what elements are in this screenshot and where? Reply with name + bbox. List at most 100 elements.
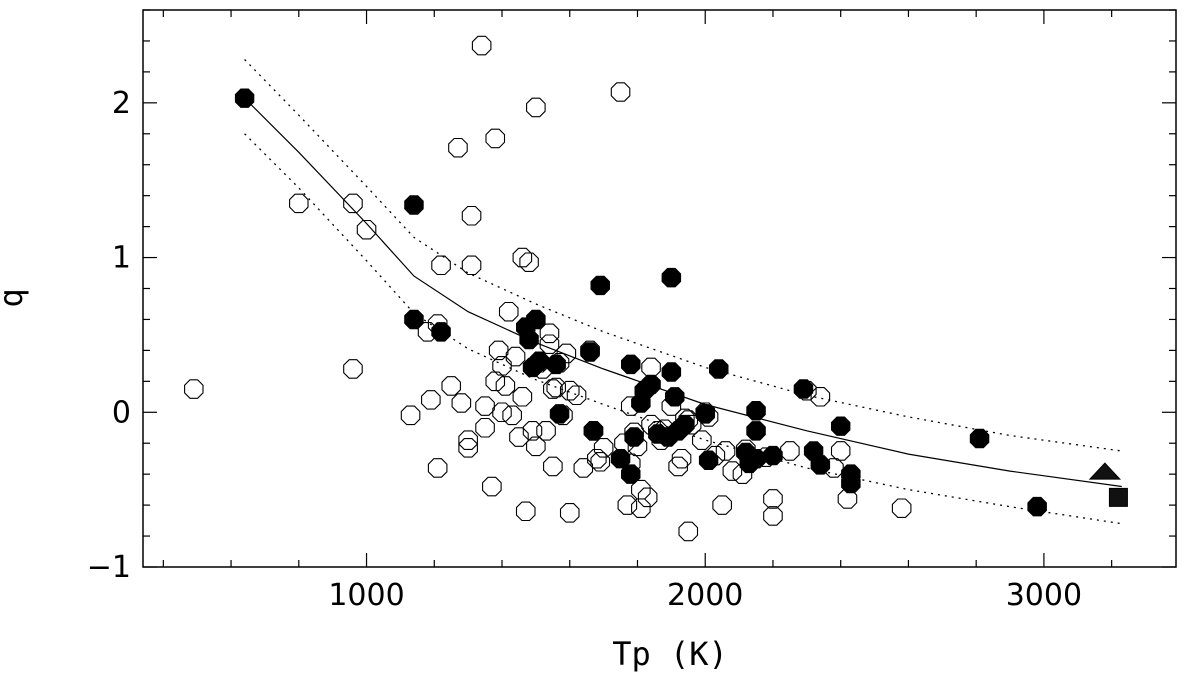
open-octagon-point xyxy=(631,498,651,518)
filled-octagon-point xyxy=(610,449,631,469)
filled-octagon-point xyxy=(621,354,641,375)
open-octagon-point xyxy=(356,219,377,240)
open-octagon-point xyxy=(475,396,495,416)
open-octagon-point xyxy=(830,441,851,461)
x-tick-label: 1000 xyxy=(328,578,404,613)
open-octagon-point xyxy=(492,356,512,376)
open-octagon-point xyxy=(617,495,638,515)
open-octagon-point xyxy=(421,390,441,410)
filled-octagon-point xyxy=(661,267,682,288)
open-octagon-point xyxy=(692,430,712,450)
filled-square-point xyxy=(1108,487,1128,507)
filled-octagon-point xyxy=(665,387,685,407)
filled-octagon-point xyxy=(621,464,641,484)
filled-octagon-point xyxy=(746,449,766,469)
fit-band-upper xyxy=(244,59,1122,452)
open-octagon-point xyxy=(573,458,594,478)
x-axis-label: Tp (K) xyxy=(612,635,728,673)
filled-octagon-point xyxy=(583,421,604,441)
open-octagon-point xyxy=(343,359,363,379)
filled-octagon-point xyxy=(549,404,570,424)
filled-octagon-point xyxy=(831,416,851,436)
open-octagon-point xyxy=(671,448,692,469)
open-octagon-point xyxy=(509,427,529,447)
open-octagon-point xyxy=(668,456,688,477)
open-octagon-point xyxy=(763,489,783,509)
open-octagon-point xyxy=(539,323,560,344)
open-octagon-point xyxy=(400,405,421,426)
filled-octagon-point xyxy=(431,322,451,342)
open-octagon-point xyxy=(556,343,577,364)
open-octagon-point xyxy=(492,402,512,423)
open-octagon-point xyxy=(515,501,536,522)
open-octagon-point xyxy=(485,128,506,149)
open-octagon-point xyxy=(495,376,516,396)
filled-triangle-point xyxy=(1088,462,1122,480)
fit-line xyxy=(244,97,1122,488)
y-tick-label: 2 xyxy=(112,86,131,121)
open-octagon-point xyxy=(512,247,533,268)
filled-octagon-point xyxy=(709,359,729,379)
axis-ticks: 1000 2000 3000 −1 0 1 2 xyxy=(87,9,1176,613)
filled-octagon-point xyxy=(763,445,783,466)
open-octagon-point xyxy=(184,379,204,399)
open-octagon-point xyxy=(289,193,309,214)
filled-octagon-point xyxy=(546,354,566,375)
filled-octagon-point xyxy=(810,455,831,475)
open-octagon-point xyxy=(543,379,563,399)
open-octagon-point xyxy=(488,340,509,361)
open-octagon-point xyxy=(458,430,478,450)
open-octagon-point xyxy=(539,334,560,354)
open-octagon-point xyxy=(451,393,472,413)
filled-octagon-point xyxy=(234,88,255,108)
y-tick-label: 1 xyxy=(112,241,131,276)
y-tick-label: 0 xyxy=(112,395,131,430)
filled-octagon-point xyxy=(580,342,600,362)
filled-octagon-point xyxy=(519,329,539,350)
open-octagon-point xyxy=(519,252,539,272)
open-octagon-point xyxy=(448,137,468,158)
open-octagon-point xyxy=(522,421,543,441)
open-octagon-point xyxy=(482,476,502,497)
y-tick-label: −1 xyxy=(87,550,131,585)
open-octagon-point xyxy=(891,498,912,518)
open-octagon-point xyxy=(678,521,699,542)
open-octagon-point xyxy=(526,436,546,457)
open-octagon-point xyxy=(566,385,587,406)
open-octagon-point xyxy=(546,377,566,398)
open-octagon-point xyxy=(512,387,533,407)
x-tick-label: 2000 xyxy=(667,578,743,613)
filled-octagon-point xyxy=(590,275,610,296)
open-octagon-point xyxy=(593,438,614,458)
filled-octagon-point xyxy=(526,309,546,330)
filled-octagon-point xyxy=(695,404,715,424)
open-octagon-point xyxy=(559,380,580,401)
open-octagon-point xyxy=(559,503,580,523)
y-axis-label: q xyxy=(0,288,30,307)
open-octagon-point xyxy=(431,255,451,276)
open-octagon-point xyxy=(543,456,563,477)
open-octagon-point xyxy=(458,438,478,458)
open-octagon-point xyxy=(715,441,736,461)
open-octagon-point xyxy=(837,489,858,509)
filled-octagon-point xyxy=(1027,496,1047,517)
open-octagon-point xyxy=(461,255,482,276)
fit-band-lower xyxy=(244,133,1122,525)
open-octagon-point xyxy=(536,421,556,441)
filled-octagon-point xyxy=(746,421,766,441)
filled-octagon-point xyxy=(624,427,644,447)
open-octagon-point xyxy=(427,458,448,478)
open-octagon-point xyxy=(610,82,631,102)
open-octagon-point xyxy=(343,193,363,214)
open-octagon-point xyxy=(441,376,461,396)
filled-octagon-point xyxy=(675,414,695,435)
filled-octagon-point xyxy=(841,473,861,494)
open-octagon-point xyxy=(498,301,519,322)
open-octagon-point xyxy=(637,487,658,508)
filled-octagon-point xyxy=(661,362,682,382)
open-octagon-point xyxy=(712,495,732,515)
filled-octagon-point xyxy=(698,450,719,470)
open-octagon-point xyxy=(763,506,783,526)
plot-area xyxy=(184,35,1128,542)
